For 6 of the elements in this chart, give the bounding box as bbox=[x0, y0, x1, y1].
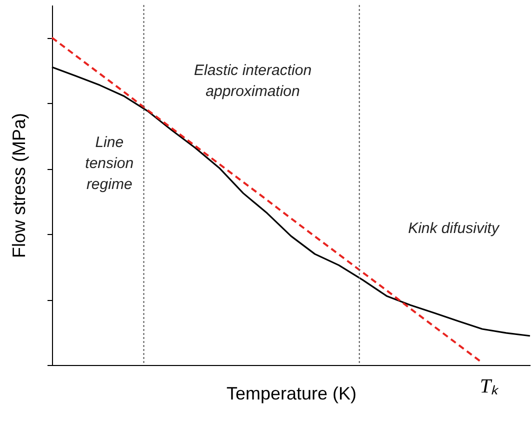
x-axis-title: Temperature (K) bbox=[226, 384, 357, 404]
annotation: Line tension regime bbox=[85, 134, 134, 193]
y-axis-title: Flow stress (MPa) bbox=[9, 112, 29, 258]
annotation: Elastic interaction approximation bbox=[194, 62, 312, 100]
annotation: Kink difusivity bbox=[408, 220, 500, 238]
text: Tₖ bbox=[480, 376, 499, 398]
